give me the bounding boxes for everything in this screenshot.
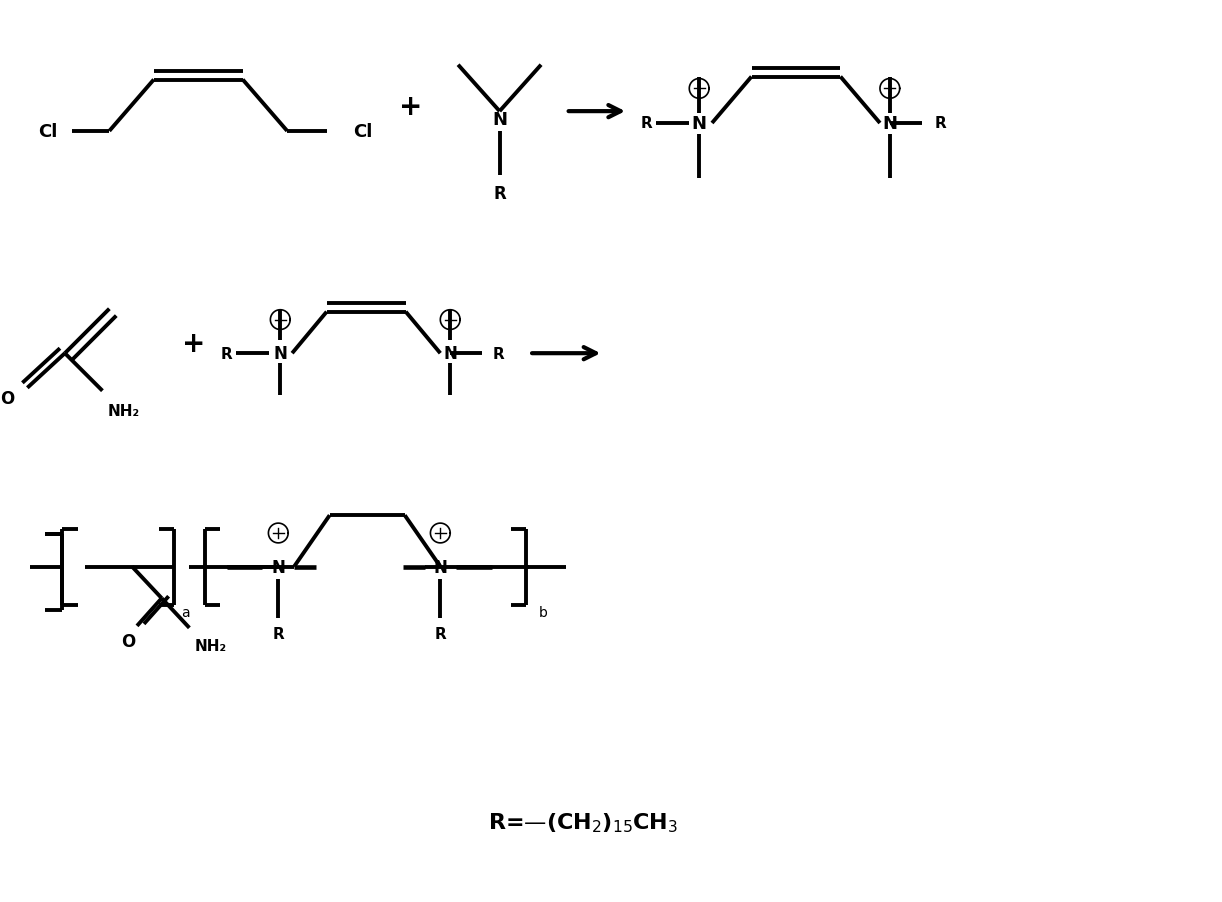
- Text: N: N: [434, 558, 447, 576]
- Text: NH₂: NH₂: [108, 403, 141, 419]
- Text: N: N: [274, 345, 287, 363]
- Text: Cl: Cl: [353, 123, 373, 141]
- Text: NH₂: NH₂: [196, 639, 227, 653]
- Text: N: N: [692, 115, 706, 133]
- Text: R: R: [221, 346, 233, 362]
- Text: R: R: [494, 185, 506, 203]
- Text: +: +: [398, 93, 423, 121]
- Text: R: R: [935, 116, 946, 132]
- Text: Cl: Cl: [38, 123, 57, 141]
- Text: N: N: [444, 345, 457, 363]
- Text: O: O: [0, 389, 15, 407]
- Text: +: +: [182, 330, 205, 358]
- Text: N: N: [882, 115, 897, 133]
- Text: N: N: [492, 111, 507, 129]
- Text: R: R: [273, 627, 285, 641]
- Text: R: R: [642, 116, 653, 132]
- Text: a: a: [181, 605, 189, 620]
- Text: N: N: [271, 558, 285, 576]
- Text: R: R: [492, 346, 505, 362]
- Text: b: b: [539, 605, 547, 620]
- Text: R=—(CH$_2$)$_{15}$CH$_3$: R=—(CH$_2$)$_{15}$CH$_3$: [489, 811, 678, 834]
- Text: R: R: [435, 627, 446, 641]
- Text: O: O: [121, 632, 136, 650]
